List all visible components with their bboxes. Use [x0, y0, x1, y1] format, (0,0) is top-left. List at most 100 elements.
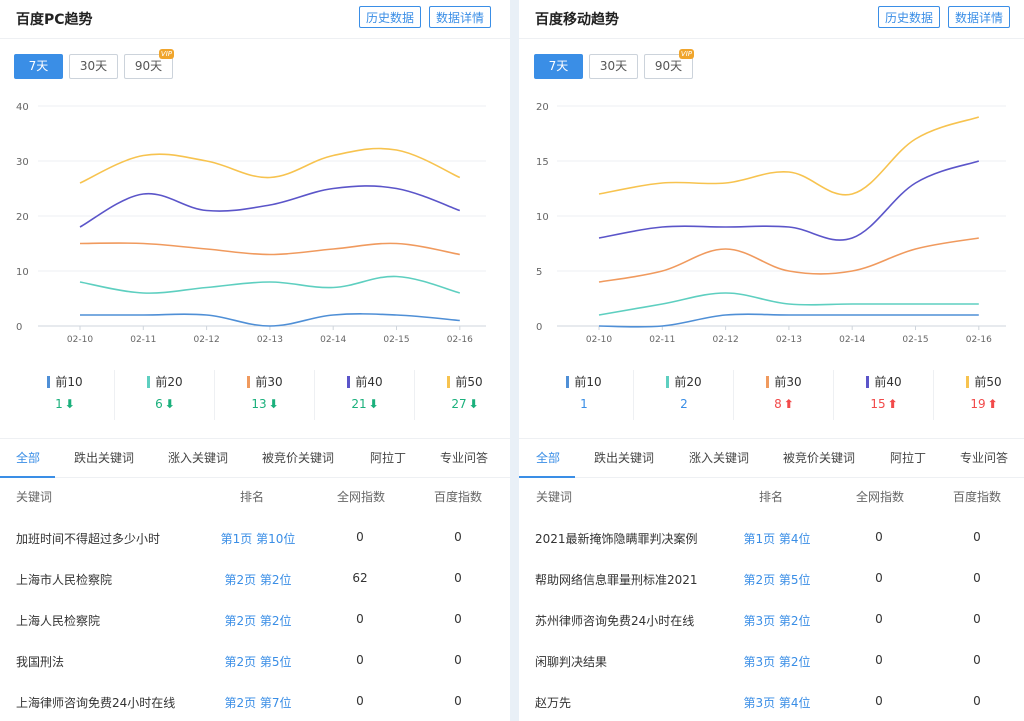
legend-color-bar [47, 376, 51, 388]
stat-value-text: 8 [774, 397, 782, 411]
stat-value-text: 19 [970, 397, 986, 411]
stat-value: 8 ⬆ [734, 397, 834, 411]
x-tick-label: 02-10 [586, 335, 612, 345]
data-detail-button[interactable]: 数据详情 [429, 6, 492, 28]
rank-link[interactable]: 第2页 第2位 [224, 614, 292, 628]
stat-value: 15 ⬆ [834, 397, 934, 411]
net-index-cell: 0 [875, 694, 883, 708]
range-90d-button[interactable]: 90天 VIP [124, 49, 174, 79]
range-90d-button[interactable]: 90天 VIP [644, 49, 694, 79]
rank-link[interactable]: 第3页 第4位 [743, 696, 811, 710]
x-tick-label: 02-13 [776, 335, 802, 345]
rank-link[interactable]: 第2页 第7位 [224, 696, 292, 710]
range-7d-button[interactable]: 7天 [14, 54, 63, 79]
series-line-3 [79, 242, 460, 256]
stat-label-text: 前30 [255, 375, 283, 389]
baidu-index-cell: 0 [973, 694, 981, 708]
arrow-up-icon: ⬆ [987, 397, 998, 411]
header-net-index: 全网指数 [337, 490, 386, 504]
baidu-index-cell: 0 [973, 571, 981, 585]
stat-label-text: 前20 [674, 375, 702, 389]
tab-dropped-keywords[interactable]: 跌出关键词 [594, 451, 655, 465]
x-tick-label: 02-12 [713, 335, 739, 345]
legend-color-bar [966, 376, 970, 388]
baidu-index-cell: 0 [454, 694, 462, 708]
tab-gained-keywords[interactable]: 涨入关键词 [689, 451, 750, 465]
series-line-1 [79, 313, 460, 327]
stat-divider [314, 370, 315, 420]
stat-value: 27 ⬇ [415, 397, 510, 411]
stat-divider [833, 370, 834, 420]
tab-bid-keywords[interactable]: 被竞价关键词 [262, 451, 335, 465]
stat-label-text: 前30 [774, 375, 802, 389]
table-row: 加班时间不得超过多少小时 第1页 第10位 0 0 [0, 530, 510, 571]
stat-item: 前10 1 ⬇ [15, 370, 115, 420]
rank-link[interactable]: 第2页 第5位 [743, 573, 811, 587]
y-tick-label: 5 [536, 267, 542, 278]
stat-label-text: 前10 [574, 375, 602, 389]
stat-value-text: 13 [251, 397, 267, 411]
stat-item: 前50 27 ⬇ [415, 370, 510, 420]
keyword-cell: 帮助网络信息罪量刑标准2021 [535, 573, 698, 587]
tab-all[interactable]: 全部 [536, 451, 561, 465]
rank-link[interactable]: 第3页 第2位 [743, 655, 811, 669]
rank-link[interactable]: 第2页 第2位 [224, 573, 292, 587]
keyword-cell: 上海人民检察院 [16, 614, 101, 628]
panel-header: 百度PC趋势 历史数据 数据详情 [0, 0, 510, 39]
stat-divider [414, 370, 415, 420]
tab-bid-keywords[interactable]: 被竞价关键词 [783, 451, 856, 465]
tab-qa[interactable]: 专业问答 [960, 451, 1009, 465]
keyword-cell: 加班时间不得超过多少小时 [16, 532, 161, 546]
y-tick-label: 30 [16, 157, 29, 168]
data-detail-button[interactable]: 数据详情 [948, 6, 1011, 28]
range-30d-button[interactable]: 30天 [589, 54, 638, 79]
header-keyword: 关键词 [536, 490, 573, 504]
stat-label-text: 前40 [355, 375, 383, 389]
range-7d-button[interactable]: 7天 [534, 54, 583, 79]
pc-trend-chart: 0 10 20 30 40 02-10 02-11 02-12 02-13 02-14 02-15 0… [16, 102, 486, 345]
stat-value-text: 6 [155, 397, 163, 411]
stat-value: 2 [634, 397, 734, 411]
net-index-cell: 0 [356, 530, 364, 544]
keyword-cell: 我国刑法 [16, 655, 65, 669]
stat-item: 前10 1 [534, 370, 634, 420]
header-rank: 排名 [759, 490, 784, 504]
stat-item: 前40 15 ⬆ [834, 370, 934, 420]
stat-divider [633, 370, 634, 420]
stat-item: 前20 2 [634, 370, 734, 420]
tab-all[interactable]: 全部 [16, 451, 41, 465]
stat-value: 6 ⬇ [115, 397, 215, 411]
x-tick-label: 02-10 [67, 335, 93, 345]
stat-divider [733, 370, 734, 420]
stat-label: 前40 [315, 373, 415, 390]
range-30d-button[interactable]: 30天 [69, 54, 118, 79]
rank-link[interactable]: 第1页 第4位 [743, 532, 811, 546]
tab-dropped-keywords[interactable]: 跌出关键词 [74, 451, 135, 465]
tab-aladdin[interactable]: 阿拉丁 [370, 451, 407, 465]
legend-color-bar [347, 376, 351, 388]
vip-badge: VIP [678, 49, 694, 59]
stat-label-text: 前50 [974, 375, 1002, 389]
x-tick-label: 02-13 [257, 335, 283, 345]
stat-label: 前20 [115, 373, 215, 390]
table-row: 苏州律师咨询免费24小时在线 第3页 第2位 0 0 [519, 612, 1024, 653]
stat-label: 前50 [415, 373, 510, 390]
legend-color-bar [566, 376, 570, 388]
arrow-down-icon: ⬇ [468, 397, 479, 411]
range-90d-label: 90天 [654, 59, 683, 73]
rank-link[interactable]: 第2页 第5位 [224, 655, 292, 669]
history-data-button[interactable]: 历史数据 [878, 6, 941, 28]
y-tick-label: 15 [536, 157, 549, 168]
net-index-cell: 0 [356, 694, 364, 708]
tab-qa[interactable]: 专业问答 [440, 451, 489, 465]
pc-trend-panel: 百度PC趋势 历史数据 数据详情 7天 30天 90天 VIP 0 10 20 30 4… [0, 0, 510, 721]
net-index-cell: 0 [875, 612, 883, 626]
series-line-2 [598, 292, 979, 316]
rank-link[interactable]: 第3页 第2位 [743, 614, 811, 628]
tab-gained-keywords[interactable]: 涨入关键词 [168, 451, 229, 465]
arrow-up-icon: ⬆ [887, 397, 898, 411]
rank-link[interactable]: 第1页 第10位 [220, 532, 296, 546]
tab-aladdin[interactable]: 阿拉丁 [890, 451, 927, 465]
legend-color-bar [666, 376, 670, 388]
history-data-button[interactable]: 历史数据 [359, 6, 422, 28]
